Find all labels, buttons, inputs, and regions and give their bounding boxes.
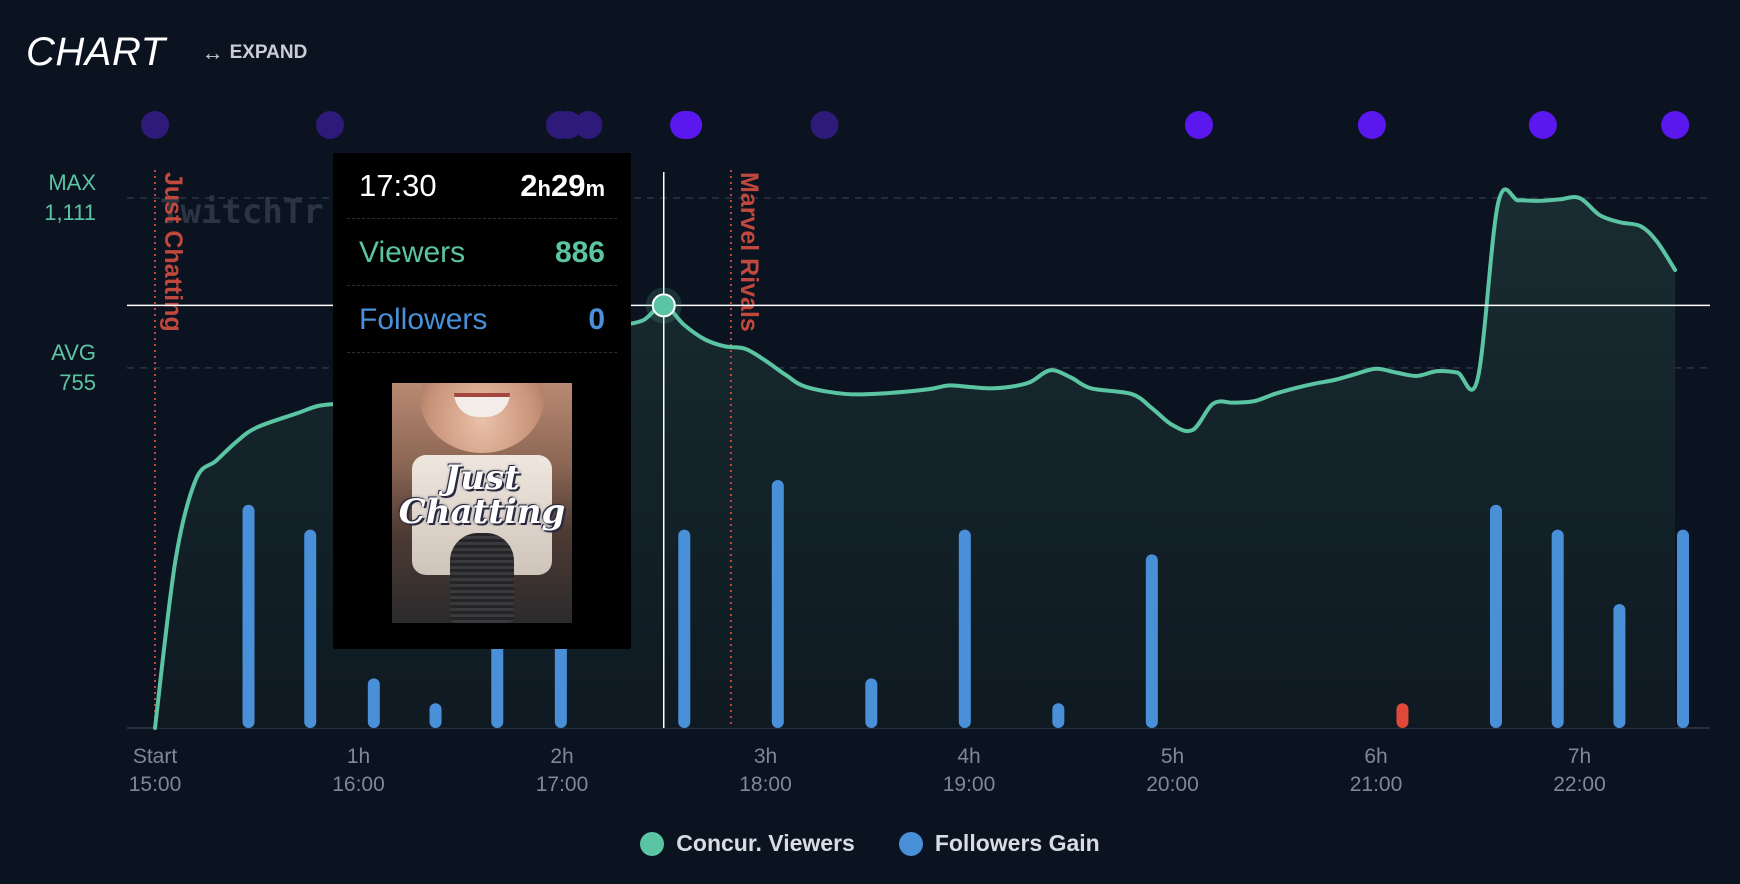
followers-bar: [1677, 529, 1689, 728]
stream-event-dot: [1528, 111, 1557, 139]
category-label: Marvel Rivals: [735, 172, 763, 332]
x-tick-time: 17:00: [536, 773, 589, 796]
duration-minutes: 29: [550, 167, 586, 203]
stream-event-dot: [554, 111, 583, 139]
cover-title-line2: Chatting: [398, 492, 566, 532]
category-label: Just Chatting: [159, 172, 187, 332]
followers-bar: [1489, 504, 1502, 728]
x-tick-label: 7h: [1568, 745, 1591, 768]
max-value: 1,111: [44, 200, 96, 225]
followers-bar: [958, 529, 971, 728]
cover-title: Just Chatting: [392, 461, 572, 529]
x-tick-time: 20:00: [1146, 773, 1199, 796]
tooltip-viewers-label: Viewers: [359, 235, 466, 269]
hover-tooltip: 17:30 2h29m Viewers 886 Followers 0 Just…: [333, 153, 631, 649]
stream-event-dot: [1357, 111, 1386, 139]
x-tick-label: Start: [133, 745, 178, 768]
x-tick-label: 2h: [550, 745, 573, 768]
stream-event-dot: [574, 111, 603, 139]
x-tick-label: 6h: [1364, 745, 1387, 768]
expand-arrows-icon: ↔: [201, 39, 224, 65]
crosshair-point: [651, 293, 676, 318]
legend-item-followers[interactable]: Followers Gain: [898, 830, 1100, 857]
game-cover-image: Just Chatting: [392, 383, 572, 623]
legend-dot-followers: [898, 831, 923, 856]
legend-label-viewers: Concur. Viewers: [676, 830, 855, 856]
tooltip-time: 17:30: [359, 167, 437, 203]
x-tick-time: 16:00: [332, 773, 385, 796]
stream-event-dot: [810, 111, 839, 139]
followers-bar: [865, 678, 878, 728]
x-tick-time: 15:00: [129, 773, 182, 796]
tooltip-duration: 2h29m: [520, 168, 605, 204]
followers-bar: [242, 504, 255, 728]
stream-event-dot: [1184, 111, 1213, 139]
stream-event-dot: [316, 111, 345, 139]
legend-dot-viewers: [640, 831, 665, 856]
tooltip-followers-value: 0: [588, 302, 605, 336]
followers-bar: [429, 703, 442, 728]
x-tick-time: 19:00: [943, 773, 996, 796]
cover-microphone: [450, 533, 514, 623]
x-tick-time: 21:00: [1350, 773, 1403, 796]
followers-bar: [1052, 703, 1065, 728]
expand-label: EXPAND: [229, 41, 308, 63]
duration-h-unit: h: [537, 175, 551, 201]
tooltip-followers-row: Followers 0: [347, 287, 617, 353]
expand-button[interactable]: ↔ EXPAND: [201, 39, 308, 65]
chart-title: CHART: [26, 30, 166, 74]
cover-title-line1: Just: [444, 458, 520, 498]
avg-label: AVG: [51, 340, 96, 365]
duration-m-unit: m: [585, 175, 605, 201]
tooltip-followers-label: Followers: [359, 302, 488, 336]
x-tick-label: 1h: [347, 745, 370, 768]
followers-bar: [771, 480, 784, 728]
legend-label-followers: Followers Gain: [934, 830, 1100, 856]
duration-hours: 2: [520, 167, 538, 203]
followers-bar: [367, 678, 380, 728]
avg-value: 755: [59, 370, 96, 395]
followers-bar: [1613, 604, 1626, 728]
tooltip-viewers-row: Viewers 886: [347, 220, 617, 286]
x-tick-time: 18:00: [739, 773, 792, 796]
tooltip-viewers-value: 886: [554, 235, 605, 269]
followers-bar: [304, 529, 317, 728]
legend-item-viewers[interactable]: Concur. Viewers: [640, 830, 855, 857]
followers-bar: [1145, 554, 1158, 728]
stream-event-dot: [674, 111, 703, 139]
x-tick-time: 22:00: [1553, 773, 1606, 796]
followers-loss-bar: [1396, 703, 1409, 728]
chart-header: CHART ↔ EXPAND: [26, 30, 307, 75]
followers-bar: [1551, 529, 1564, 728]
tooltip-time-row: 17:30 2h29m: [347, 153, 617, 219]
stream-event-dot: [1661, 111, 1690, 139]
watermark-text: TwitchTr: [160, 192, 324, 232]
followers-bar: [678, 529, 691, 728]
x-tick-label: 4h: [957, 745, 980, 768]
chart-legend: Concur. Viewers Followers Gain: [0, 830, 1740, 857]
x-tick-label: 3h: [754, 745, 777, 768]
max-label: MAX: [48, 170, 96, 195]
x-tick-label: 5h: [1161, 745, 1184, 768]
stream-event-dot: [141, 111, 169, 139]
